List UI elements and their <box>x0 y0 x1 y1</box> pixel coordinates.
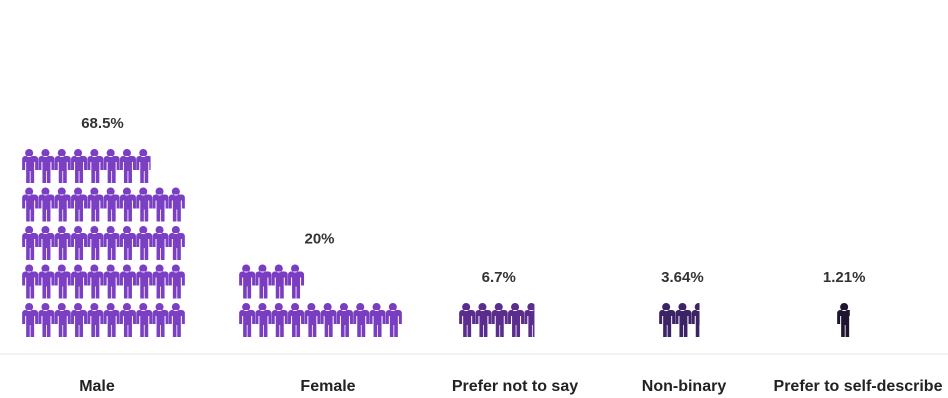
person-icon <box>168 187 185 222</box>
person-icon <box>54 226 71 260</box>
person-icon <box>136 264 153 299</box>
category-label: Prefer not to say <box>452 378 578 395</box>
person-icon <box>491 303 508 337</box>
person-icon-layer <box>22 149 850 337</box>
person-icon <box>103 264 120 299</box>
person-icon <box>168 226 185 260</box>
person-icon <box>87 226 104 260</box>
person-icon <box>87 264 104 299</box>
person-icon <box>659 303 676 337</box>
person-icon <box>168 303 185 337</box>
person-icon <box>87 187 104 222</box>
person-icon <box>22 303 39 337</box>
category-label: Male <box>79 378 115 395</box>
person-icon <box>119 303 136 337</box>
person-icon <box>136 149 151 183</box>
person-icon <box>837 303 850 337</box>
person-icon <box>71 149 88 183</box>
value-labels: 68.5% 20% 6.7% 3.64% 1.21% <box>81 115 865 286</box>
person-icon <box>353 303 370 337</box>
person-icon <box>87 149 104 183</box>
person-icon <box>369 303 386 337</box>
person-icon <box>152 226 169 260</box>
person-icon <box>271 264 288 299</box>
person-icon <box>508 303 525 337</box>
person-icon <box>22 264 39 299</box>
person-icon <box>71 264 88 299</box>
person-icon <box>336 303 353 337</box>
person-icon <box>71 187 88 222</box>
person-icon <box>22 226 39 260</box>
person-icon <box>119 149 136 183</box>
person-icon <box>103 187 120 222</box>
person-icon <box>168 264 185 299</box>
person-icon <box>152 264 169 299</box>
person-icon <box>119 226 136 260</box>
person-icon <box>385 303 402 337</box>
person-icon <box>304 303 321 337</box>
person-icon <box>152 187 169 222</box>
person-icon <box>38 264 55 299</box>
person-icon <box>239 303 256 337</box>
person-icon <box>103 226 120 260</box>
person-icon <box>38 303 55 337</box>
person-icon <box>38 226 55 260</box>
value-label: 3.64% <box>661 269 704 286</box>
person-icon <box>38 149 55 183</box>
category-label: Non-binary <box>642 378 727 395</box>
person-icon <box>54 149 71 183</box>
person-icon <box>691 303 700 337</box>
person-icon <box>54 264 71 299</box>
person-icon <box>136 187 153 222</box>
person-icon <box>524 303 535 337</box>
value-label: 68.5% <box>81 115 124 132</box>
person-icon <box>71 226 88 260</box>
person-icon <box>103 149 120 183</box>
person-icon <box>475 303 492 337</box>
person-icon <box>459 303 476 337</box>
value-label: 1.21% <box>823 269 866 286</box>
person-icon <box>87 303 104 337</box>
person-icon <box>255 303 272 337</box>
person-icon <box>255 264 272 299</box>
person-icon <box>38 187 55 222</box>
value-label: 6.7% <box>482 269 516 286</box>
person-icon <box>320 303 337 337</box>
person-icon <box>675 303 692 337</box>
person-icon <box>54 187 71 222</box>
person-icon <box>136 303 153 337</box>
person-icon <box>119 187 136 222</box>
person-icon <box>22 187 39 222</box>
person-icon <box>71 303 88 337</box>
value-label: 20% <box>304 231 334 248</box>
person-icon <box>136 226 153 260</box>
category-labels: Male Female Prefer not to say Non-binary Pre… <box>79 378 942 395</box>
person-icon <box>22 149 39 183</box>
person-icon <box>288 303 305 337</box>
person-icon <box>103 303 120 337</box>
category-label: Female <box>300 378 355 395</box>
person-icon <box>288 264 305 299</box>
person-icon <box>271 303 288 337</box>
person-icon <box>119 264 136 299</box>
person-icon <box>239 264 256 299</box>
person-icon <box>152 303 169 337</box>
category-label: Prefer to self-describe <box>774 378 943 395</box>
person-icon <box>54 303 71 337</box>
